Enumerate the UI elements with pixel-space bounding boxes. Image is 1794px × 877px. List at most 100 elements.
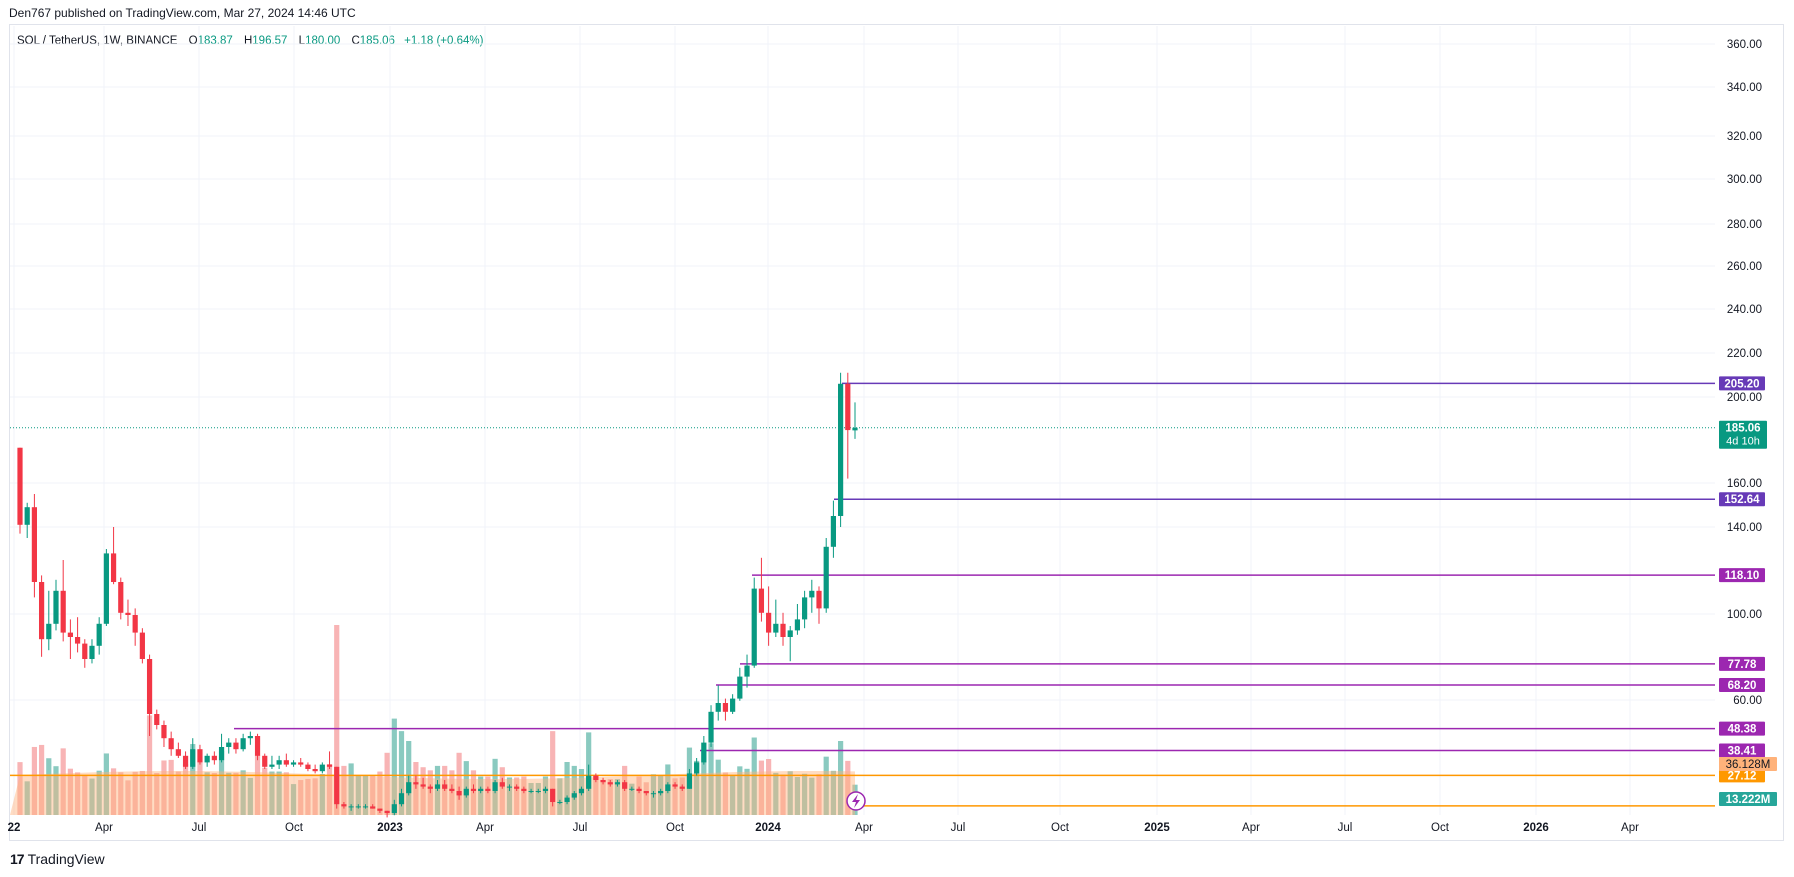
volume-bar [802, 773, 808, 815]
price-tick-label: 300.00 [1727, 174, 1762, 186]
candle-body [845, 383, 851, 431]
candle-body [463, 788, 469, 796]
volume-bar [514, 777, 520, 815]
candle-body [449, 788, 455, 791]
candle-body [125, 612, 131, 615]
volume-bar [758, 760, 765, 815]
time-tick-label: Apr [476, 822, 494, 834]
volume-bar [103, 753, 109, 815]
volume-bar [53, 766, 59, 815]
volume-bar [542, 776, 549, 815]
candle-body [492, 782, 498, 791]
candle-body [46, 623, 52, 640]
volume-bar [614, 779, 621, 815]
candle-body [38, 582, 45, 640]
volume-bar [593, 775, 599, 815]
lightning-icon[interactable] [846, 791, 866, 811]
volume-bar [132, 771, 138, 815]
volume-bar [312, 778, 318, 815]
candle-body [362, 806, 369, 808]
time-tick-label: 2023 [377, 822, 403, 834]
candle-body [715, 703, 721, 712]
volume-bar [298, 780, 304, 815]
time-tick-label: Jul [951, 822, 966, 834]
volume-bar [46, 758, 52, 815]
volume-bar [787, 771, 793, 815]
candle-body [730, 698, 736, 712]
candle-body [175, 749, 181, 756]
volume-bar [67, 768, 73, 815]
candle-body [542, 788, 549, 791]
volume-bar [182, 764, 189, 815]
volume-bar [341, 765, 347, 815]
volume-bar [24, 781, 30, 815]
candle-body [319, 764, 325, 772]
time-tick-label: Apr [1621, 822, 1639, 834]
candle-body [686, 773, 693, 789]
legend-low-label: L [298, 35, 306, 47]
candle-body [190, 749, 196, 767]
candle-body [722, 703, 729, 712]
candle-body [737, 676, 743, 699]
volume-bar [326, 764, 333, 815]
price-tick-label: 360.00 [1727, 39, 1762, 51]
time-tick-label: Oct [1431, 822, 1450, 834]
candle-body [672, 784, 678, 787]
candle-body [521, 788, 527, 791]
candle-body [535, 791, 541, 792]
candle-body [629, 788, 635, 790]
countdown-tag: 4d 10h [1726, 436, 1760, 448]
candle-body [506, 786, 513, 788]
volume-bar [247, 777, 253, 815]
candle-body [269, 764, 275, 767]
candle-body [204, 755, 210, 763]
volume-ma-tag: 36.128M [1726, 759, 1771, 771]
candle-body [434, 784, 441, 789]
candle-body [370, 806, 376, 809]
candle-body [53, 590, 59, 624]
volume-bar [240, 770, 246, 815]
candle-body [600, 780, 606, 783]
candle-body [528, 791, 534, 792]
level-tag-bg [1719, 721, 1765, 736]
candle-body [247, 736, 253, 739]
level-tag-bg [1719, 656, 1765, 671]
candle-body [787, 630, 793, 637]
time-tick-label: Jul [1338, 822, 1353, 834]
volume-bar [334, 625, 340, 815]
volume-bar [204, 772, 210, 815]
volume-bar [348, 763, 354, 815]
candle-body [701, 742, 707, 763]
candle-body [658, 791, 664, 794]
price-axis[interactable]: 360.00 340.00 320.00 300.00 280.00 260.00 240.… [1727, 39, 1762, 707]
candle-body [240, 738, 246, 750]
time-axis[interactable]: 22 Apr Jul Oct 2023 Apr Jul Oct 2024 Apr Jul Oct 202… [8, 822, 1640, 834]
level-tag: 152.64 [1724, 494, 1760, 506]
volume-bar [672, 778, 678, 815]
time-tick-label: Jul [192, 822, 207, 834]
candle-body [823, 546, 829, 609]
volume-bar [607, 779, 613, 815]
candle-body [830, 516, 837, 547]
volume-bar [96, 770, 102, 815]
candle-body [139, 632, 145, 659]
price-tick-label: 160.00 [1727, 478, 1762, 490]
candle-body [550, 788, 556, 802]
candle-body [290, 762, 297, 765]
volume-bar [506, 777, 513, 815]
price-tick-label: 340.00 [1727, 82, 1762, 94]
chart-frame [9, 24, 1784, 841]
last-price-tag-bg [1719, 420, 1767, 449]
volume-bar [370, 775, 376, 815]
volume-bar [600, 779, 606, 815]
price-tick-label: 220.00 [1727, 348, 1762, 360]
candle-body [607, 782, 613, 785]
candle-body [578, 788, 585, 794]
tradingview-logo[interactable]: 17 TradingView [10, 851, 105, 867]
volume-bar [478, 776, 484, 815]
candle-body [154, 714, 160, 725]
volume-bar [456, 752, 462, 815]
volume-bar [384, 752, 390, 815]
volume-bar [305, 778, 311, 815]
